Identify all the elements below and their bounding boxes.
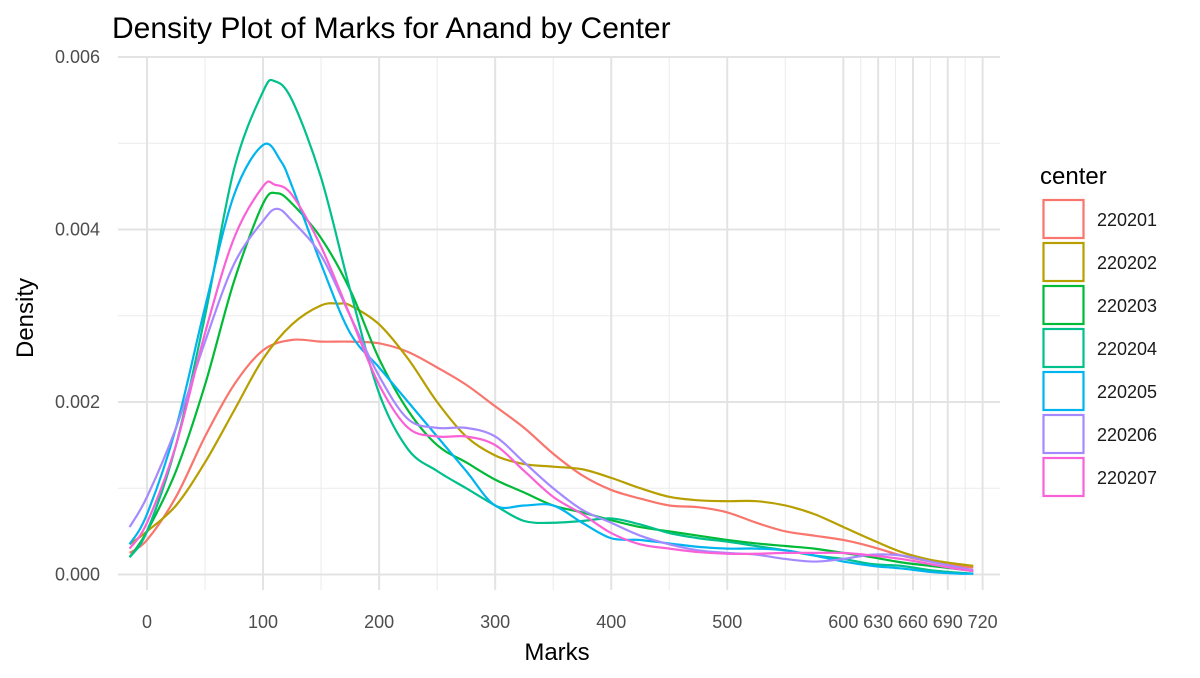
series-lines	[128, 78, 974, 575]
major-gridlines	[118, 56, 1000, 590]
y-axis-ticks: 0.000 0.002 0.004 0.006	[55, 47, 100, 584]
legend-key	[1042, 284, 1085, 326]
legend-key	[1042, 327, 1085, 369]
x-tick-label: 600	[828, 612, 858, 632]
density-line-220207	[128, 180, 974, 573]
x-tick-label: 200	[364, 612, 394, 632]
y-tick-label: 0.000	[55, 564, 100, 584]
y-tick-label: 0.004	[55, 219, 100, 239]
density-line-220202	[128, 302, 974, 567]
density-line-220205	[128, 142, 974, 575]
legend-item-220205: 220205	[1042, 370, 1157, 412]
legend-item-220202: 220202	[1042, 241, 1157, 283]
y-tick-label: 0.002	[55, 392, 100, 412]
y-axis-title: Density	[12, 278, 39, 358]
minor-gridlines	[118, 57, 1000, 590]
y-tick-label: 0.006	[55, 47, 100, 67]
x-tick-label: 660	[898, 612, 928, 632]
legend-label: 220203	[1097, 296, 1157, 316]
legend: center 220201 220202 220203 220204 220205 220…	[1040, 163, 1157, 498]
density-line-220206	[128, 207, 974, 572]
x-tick-label: 630	[863, 612, 893, 632]
x-tick-label: 400	[596, 612, 626, 632]
chart-title: Density Plot of Marks for Anand by Cente…	[112, 12, 671, 45]
legend-item-220201: 220201	[1042, 198, 1157, 240]
legend-label: 220201	[1097, 210, 1157, 230]
x-tick-label: 500	[712, 612, 742, 632]
legend-item-220204: 220204	[1042, 327, 1157, 369]
legend-label: 220202	[1097, 253, 1157, 273]
density-line-220203	[128, 191, 974, 573]
x-tick-label: 0	[142, 612, 152, 632]
legend-key	[1042, 370, 1085, 412]
legend-label: 220207	[1097, 468, 1157, 488]
density-line-220204	[128, 78, 974, 575]
density-line-220201	[128, 338, 974, 569]
x-tick-label: 720	[968, 612, 998, 632]
legend-item-220207: 220207	[1042, 456, 1157, 498]
legend-item-220203: 220203	[1042, 284, 1157, 326]
x-axis-ticks: 0 100 200 300 400 500 600 630 660 690 720	[142, 612, 998, 632]
x-tick-label: 100	[248, 612, 278, 632]
legend-key	[1042, 413, 1085, 455]
legend-label: 220205	[1097, 382, 1157, 402]
legend-key	[1042, 456, 1085, 498]
legend-label: 220204	[1097, 339, 1157, 359]
legend-label: 220206	[1097, 425, 1157, 445]
x-tick-label: 300	[480, 612, 510, 632]
legend-title: center	[1040, 163, 1107, 190]
legend-key	[1042, 198, 1085, 240]
legend-key	[1042, 241, 1085, 283]
x-tick-label: 690	[933, 612, 963, 632]
legend-item-220206: 220206	[1042, 413, 1157, 455]
x-axis-title: Marks	[524, 639, 589, 666]
